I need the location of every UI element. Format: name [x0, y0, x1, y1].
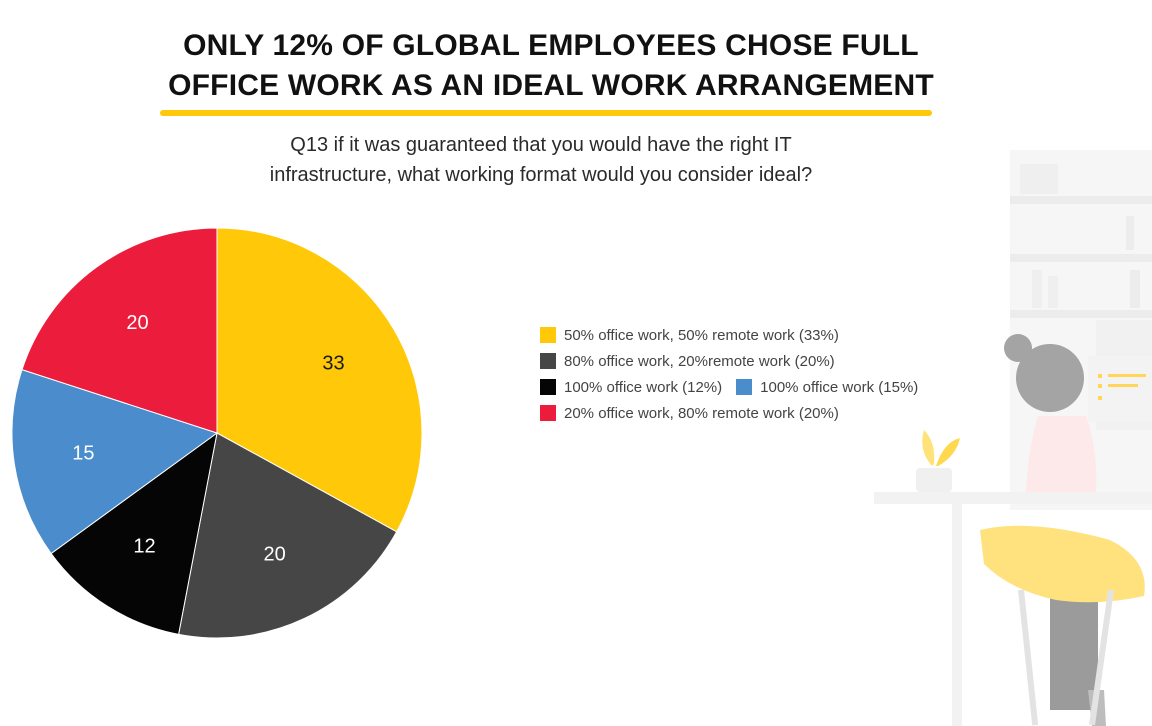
- pie-slice: [21, 227, 218, 434]
- pie-slice-label: 20: [126, 312, 148, 334]
- pie-slice-label: 33: [322, 352, 344, 374]
- desk-and-plant: [874, 430, 1152, 726]
- legend-entry: 100% office work (15%): [736, 379, 918, 396]
- pie-slice-label: 20: [263, 544, 285, 566]
- title-underline: [160, 110, 932, 116]
- office-worker-illustration: [874, 150, 1152, 726]
- legend-label: 100% office work (15%): [760, 378, 919, 396]
- chart-subtitle: Q13 if it was guaranteed that you would …: [196, 130, 886, 190]
- legend-label: 20% office work, 80% remote work (20%): [564, 404, 839, 422]
- pie-chart: 33 20 12 15 20: [11, 227, 423, 639]
- title-line-1: ONLY 12% OF GLOBAL EMPLOYEES CHOSE FULL: [183, 29, 919, 62]
- subtitle-line-1: Q13 if it was guaranteed that you would …: [290, 134, 792, 156]
- legend-entry: 100% office work (12%): [540, 379, 722, 396]
- pie-slice: [216, 227, 423, 533]
- pie-slice-label: 15: [72, 442, 94, 464]
- legend-swatch: [540, 405, 556, 421]
- pie-slice-label: 12: [133, 536, 155, 558]
- legend-label: 100% office work (12%): [564, 378, 723, 396]
- legend-swatch: [540, 353, 556, 369]
- pie-slice: [11, 369, 219, 555]
- yellow-chair: [980, 525, 1145, 726]
- legend-swatch: [540, 327, 556, 343]
- legend-row: 80% office work, 20%remote work (20%): [540, 348, 980, 374]
- legend-label: 50% office work, 50% remote work (33%): [564, 326, 839, 344]
- title-line-2: OFFICE WORK AS AN IDEAL WORK ARRANGEMENT: [168, 69, 934, 102]
- legend-swatch: [736, 379, 753, 395]
- legend-label: 80% office work, 20%remote work (20%): [564, 352, 835, 370]
- legend-swatch: [540, 379, 556, 395]
- subtitle-line-2: infrastructure, what working format woul…: [269, 164, 813, 186]
- legend-row: 50% office work, 50% remote work (33%): [540, 322, 980, 348]
- monitor: [1088, 356, 1152, 422]
- legend-row: 100% office work (12%) 100% office work …: [540, 374, 980, 400]
- chart-title: ONLY 12% OF GLOBAL EMPLOYEES CHOSE FULL …: [96, 26, 1006, 106]
- legend: 50% office work, 50% remote work (33%) 8…: [540, 322, 980, 426]
- legend-entry: 80% office work, 20%remote work (20%): [540, 353, 835, 370]
- pie-slice: [50, 431, 218, 635]
- pie-slice: [178, 432, 398, 639]
- legend-entry: 20% office work, 80% remote work (20%): [540, 405, 839, 422]
- legend-entry: 50% office work, 50% remote work (33%): [540, 327, 839, 344]
- legend-row: 20% office work, 80% remote work (20%): [540, 400, 980, 426]
